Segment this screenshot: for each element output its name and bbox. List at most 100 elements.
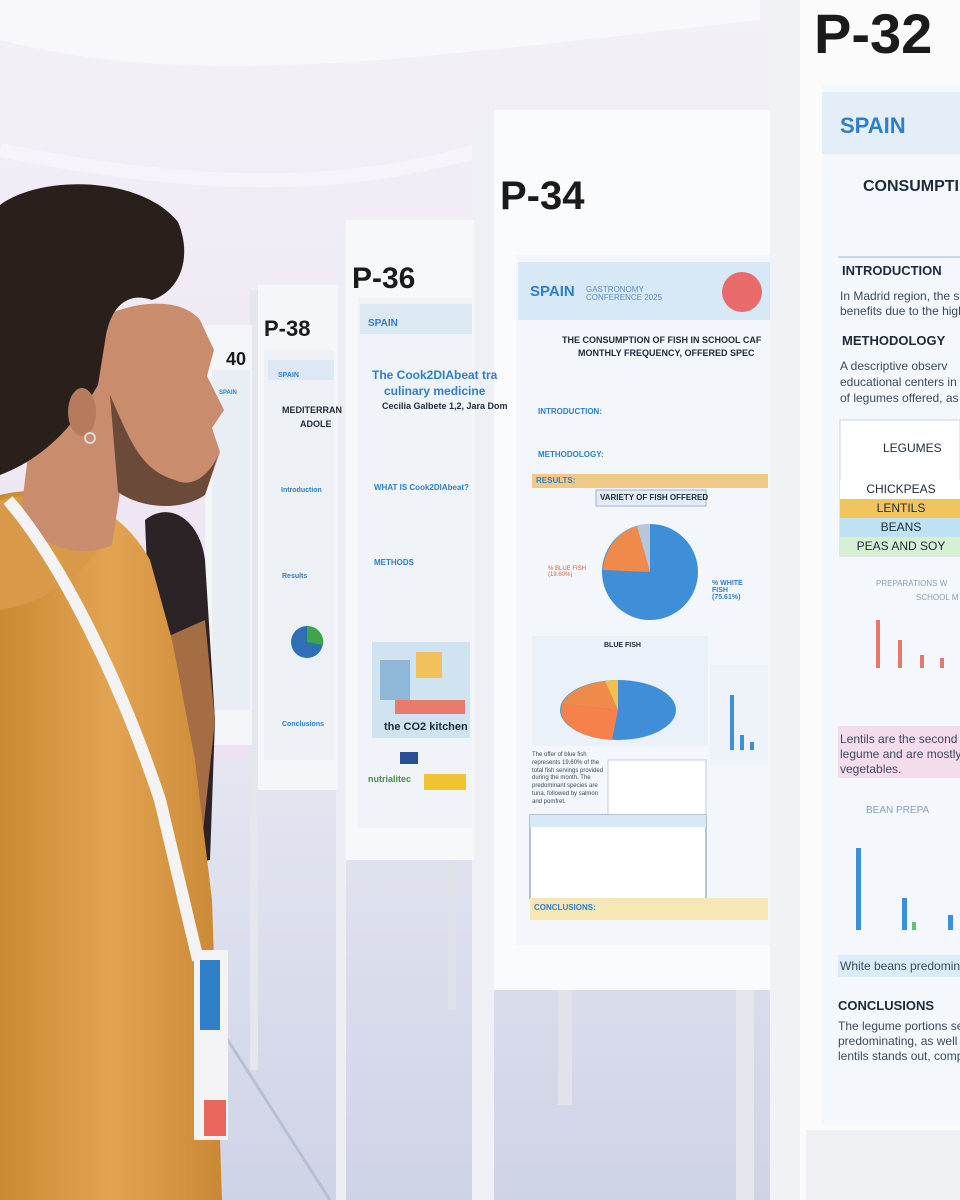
- poster-sheet: [822, 85, 960, 1125]
- poster-title: THE CONSUMPTION OF FISH IN SCHOOL CAF: [562, 335, 762, 345]
- note-box: [838, 955, 960, 977]
- table-row: LENTILS: [840, 499, 960, 518]
- kitchen-illustration: [395, 700, 465, 714]
- note-line: vegetables.: [840, 762, 902, 776]
- hair: [0, 184, 185, 476]
- badge-art: [204, 1100, 226, 1136]
- badge-art: [200, 960, 220, 1030]
- section-heading: METHODOLOGY: [842, 333, 946, 348]
- kitchen-illustration: [380, 660, 410, 700]
- poster-number: P-36: [352, 262, 416, 295]
- conclusion-band: [530, 898, 768, 920]
- poster-title: ADOLE: [300, 419, 332, 429]
- note-line: legume and are mostly: [840, 747, 960, 761]
- poster-title: MEDITERRAN: [282, 405, 342, 415]
- note-line: Lentils are the second: [840, 732, 958, 746]
- poster-brand: SPAIN: [840, 113, 906, 138]
- poster-brand: SPAIN: [530, 283, 575, 300]
- pole: [336, 230, 346, 1200]
- body-line: educational centers in: [840, 375, 957, 389]
- section-heading: CONCLUSIONS:: [534, 903, 596, 912]
- section-heading: Results: [282, 573, 308, 580]
- chart-frame: [710, 665, 768, 765]
- conference-name: GASTRONOMY CONFERENCE 2025: [586, 285, 663, 302]
- pie-slice: [603, 526, 650, 572]
- section-heading: WHAT IS Cook2DIAbeat?: [374, 483, 469, 492]
- note-line: White beans predomina: [840, 959, 960, 973]
- body-line: lentils stands out, comp: [838, 1049, 960, 1063]
- bar-art: [730, 695, 734, 750]
- tent-fold: [0, 0, 760, 67]
- poster-header: [268, 360, 334, 380]
- poster-header: [360, 304, 472, 334]
- lanyard: [3, 496, 204, 962]
- pie-label: % BLUE FISH (19.60%): [548, 566, 587, 578]
- note-box: [838, 726, 960, 778]
- bar-art: [898, 640, 902, 668]
- section-heading: CONCLUSIONS: [838, 998, 935, 1013]
- chart-title: VARIETY OF FISH OFFERED: [600, 493, 709, 502]
- bar-art: [876, 620, 880, 668]
- table-art: [529, 814, 707, 900]
- pie-slice: [560, 704, 618, 740]
- poster-title: MONTHLY FREQUENCY, OFFERED SPEC: [578, 348, 755, 358]
- poster-title: CONSUMPTI: [863, 178, 959, 195]
- bar-art: [740, 735, 744, 750]
- logo-art: [722, 272, 762, 312]
- pole: [736, 985, 754, 1200]
- pole: [770, 0, 800, 1200]
- body-line: benefits due to the high: [840, 304, 960, 318]
- poster-number: P-34: [500, 174, 585, 218]
- bar-art: [902, 898, 907, 930]
- bar-art: [920, 655, 924, 668]
- section-heading: INTRODUCTION:: [538, 407, 602, 416]
- bar-art: [912, 922, 916, 930]
- pole: [558, 965, 572, 1105]
- poster-authors: Cecilia Galbete 1,2, Jara Dom: [382, 401, 508, 411]
- table-row: PEAS AND SOY: [840, 537, 960, 556]
- bar-art: [940, 658, 944, 668]
- section-heading: METHODOLOGY:: [538, 450, 604, 459]
- chart-frame: [595, 489, 707, 507]
- poster-title: The Cook2DIAbeat tra: [372, 368, 498, 382]
- table-row: BEANS: [840, 518, 960, 537]
- poster-number: P-32: [814, 2, 933, 65]
- section-heading: RESULTS:: [536, 476, 576, 485]
- body-line: predominating, as well: [838, 1034, 958, 1048]
- section-heading: INTRODUCTION: [842, 263, 942, 278]
- pole: [250, 290, 258, 1070]
- pie-slice: [562, 681, 618, 710]
- poster-frame: [806, 1130, 960, 1200]
- table-row: CHICKPEAS: [840, 480, 960, 499]
- partner-logo: nutrialitec: [368, 774, 412, 784]
- chart-title: BLUE FISH: [604, 642, 641, 649]
- chart-title: SCHOOL M: [916, 593, 959, 602]
- chart-title: PREPARATIONS W: [876, 579, 948, 588]
- table-art: [530, 815, 706, 827]
- chart-title: BEAN PREPA: [866, 805, 930, 816]
- poster-sheet: [358, 298, 472, 828]
- beard: [110, 395, 218, 507]
- section-heading: Conclusions: [282, 721, 325, 728]
- rule: [838, 256, 960, 258]
- pie-slice: [637, 524, 650, 572]
- pole: [448, 860, 456, 1010]
- kitchen-illustration: [416, 652, 442, 678]
- floor-line: [213, 1019, 332, 1200]
- poster-header: [822, 92, 960, 154]
- poster-sheet: [212, 370, 250, 710]
- pie-label: % WHITE FISH (75.61%): [712, 580, 743, 601]
- poster-title: culinary medicine: [384, 384, 486, 398]
- results-band: [532, 474, 768, 488]
- shirt: [0, 490, 222, 1200]
- poster-brand: SPAIN: [278, 372, 299, 379]
- pie-slice: [307, 625, 324, 645]
- pole: [472, 125, 494, 1200]
- bar-art: [856, 848, 861, 930]
- bar-art: [750, 742, 754, 750]
- bar-art: [948, 915, 953, 930]
